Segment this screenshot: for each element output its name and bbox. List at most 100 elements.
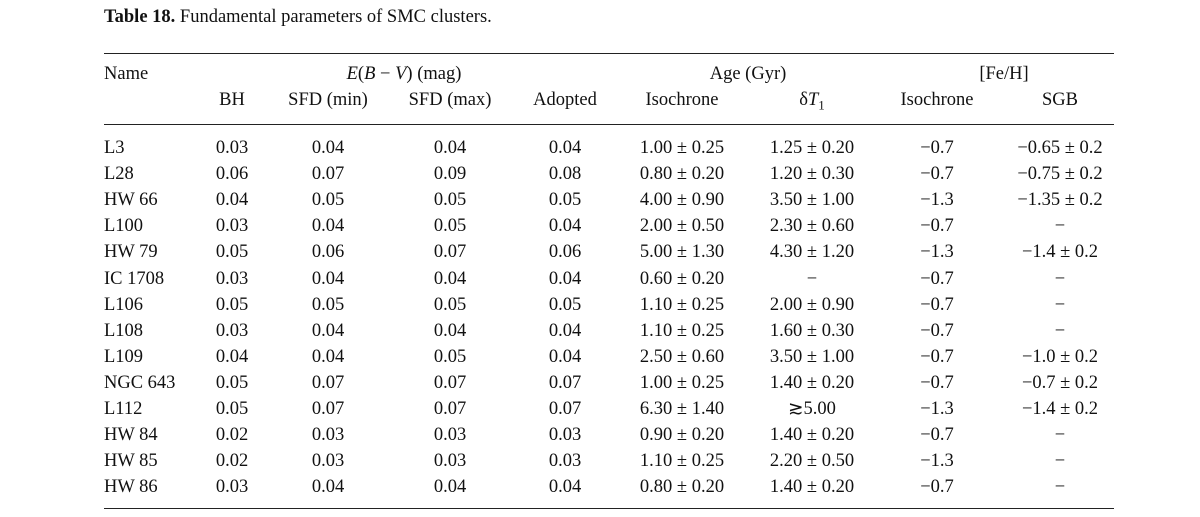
table-cell: 1.20 ± 0.30 [769, 164, 855, 185]
table-cell: 0.04 [433, 320, 467, 341]
table-cell: −1.4 ± 0.2 [1021, 399, 1099, 419]
table-cell: 0.04 [548, 320, 582, 341]
table-cell: 0.05 [311, 190, 345, 211]
table-cell: 0.04 [215, 190, 249, 211]
table-cell: 2.50 ± 0.60 [639, 346, 725, 367]
table-cell: − [1054, 216, 1066, 237]
table-cell: 0.09 [433, 164, 467, 185]
table-cell: −1.35 ± 0.2 [1017, 190, 1103, 211]
table-cell: ≳5.00 [788, 399, 836, 419]
table-cell: 0.05 [433, 216, 467, 237]
table-cell: 0.04 [311, 138, 345, 158]
table-cell: 0.04 [433, 477, 467, 498]
table-cell: 6.30 ± 1.40 [639, 399, 725, 419]
table-cell: 0.04 [548, 138, 582, 158]
cluster-name-cell: L108 [104, 320, 144, 341]
table-cell: − [1054, 268, 1066, 289]
table-cell: 0.04 [311, 268, 345, 289]
table-cell: −0.65 ± 0.2 [1017, 138, 1103, 158]
table-cell: − [1054, 425, 1066, 446]
top-rule [104, 53, 1114, 54]
table-cell: −0.7 ± 0.2 [1021, 372, 1099, 393]
table-cell: 0.08 [548, 164, 582, 185]
header-name: Name [104, 64, 149, 84]
table-cell: 0.07 [548, 399, 582, 419]
table-cell: 0.04 [548, 477, 582, 498]
table-cell: 1.60 ± 0.30 [769, 320, 855, 341]
cluster-name-cell: L100 [104, 216, 144, 237]
table-cell: 0.05 [433, 190, 467, 211]
table-cell: −0.7 [920, 216, 954, 237]
table-cell: 1.00 ± 0.25 [639, 372, 725, 393]
table-cell: 2.00 ± 0.90 [769, 294, 855, 315]
column-header: Isochrone [900, 90, 974, 110]
table-cell: − [1054, 294, 1066, 315]
table-cell: − [1054, 451, 1066, 472]
table-cell: −1.0 ± 0.2 [1021, 346, 1099, 367]
table-cell: −0.7 [920, 477, 954, 498]
caption-label: Table 18. [104, 7, 176, 27]
table-cell: −0.7 [920, 320, 954, 341]
column-header: δT1 [799, 90, 825, 113]
table-cell: 0.05 [548, 190, 582, 211]
table-cell: 0.06 [548, 242, 582, 263]
cluster-name-cell: L28 [104, 164, 134, 185]
header-rule [104, 124, 1114, 125]
table-cell: 2.20 ± 0.50 [769, 451, 855, 472]
table-cell: 1.25 ± 0.20 [769, 138, 855, 158]
table-cell: −0.75 ± 0.2 [1017, 164, 1103, 185]
table-cell: −0.7 [920, 268, 954, 289]
table-cell: 4.00 ± 0.90 [639, 190, 725, 211]
column-header: SGB [1042, 90, 1078, 110]
table-cell: 0.03 [433, 451, 467, 472]
table-cell: 3.50 ± 1.00 [769, 346, 855, 367]
table-cell: 0.03 [548, 425, 582, 446]
table-cell: 0.04 [311, 346, 345, 367]
table-cell: 0.05 [215, 242, 249, 263]
header-ebv-group: E(B − V) (mag) [346, 64, 462, 84]
table-cell: 0.03 [433, 425, 467, 446]
header-feh-group: [Fe/H] [979, 64, 1029, 84]
table-cell: −1.3 [920, 399, 954, 419]
table-cell: 1.10 ± 0.25 [639, 294, 725, 315]
table-cell: 0.04 [548, 216, 582, 237]
cluster-name-cell: HW 66 [104, 190, 158, 211]
table-cell: 1.00 ± 0.25 [639, 138, 725, 158]
table-cell: 0.04 [548, 268, 582, 289]
table-cell: −0.7 [920, 372, 954, 393]
table-cell: 0.07 [433, 242, 467, 263]
table-cell: − [1054, 320, 1066, 341]
table-cell: 0.06 [215, 164, 249, 185]
table-cell: 0.05 [215, 372, 249, 393]
table-cell: 0.04 [311, 320, 345, 341]
table-cell: 0.03 [548, 451, 582, 472]
table-cell: 0.07 [548, 372, 582, 393]
table-cell: 0.03 [311, 425, 345, 446]
table-cell: 0.07 [311, 372, 345, 393]
table-cell: 0.05 [433, 294, 467, 315]
table-cell: 0.60 ± 0.20 [639, 268, 725, 289]
column-header: SFD (min) [288, 90, 368, 110]
table-cell: 1.40 ± 0.20 [769, 425, 855, 446]
table-cell: 3.50 ± 1.00 [769, 190, 855, 211]
table-cell: 5.00 ± 1.30 [639, 242, 725, 263]
table-cell: 0.03 [215, 320, 249, 341]
caption-text: Fundamental parameters of SMC clusters. [179, 7, 492, 27]
cluster-name-cell: HW 79 [104, 242, 158, 263]
table-cell: 0.02 [215, 451, 249, 472]
table-cell: 0.05 [311, 294, 345, 315]
cluster-name-cell: IC 1708 [104, 268, 165, 289]
table-cell: 2.00 ± 0.50 [639, 216, 725, 237]
cluster-name-cell: L112 [104, 399, 143, 419]
table-cell: 0.07 [311, 164, 345, 185]
table-cell: 0.07 [433, 399, 467, 419]
bottom-rule [104, 508, 1114, 509]
table-cell: 0.04 [548, 346, 582, 367]
table-cell: 0.02 [215, 425, 249, 446]
column-header: BH [219, 90, 245, 110]
table-cell: 4.30 ± 1.20 [769, 242, 855, 263]
column-header: SFD (max) [408, 90, 492, 110]
table-cell: 0.04 [311, 477, 345, 498]
column-header: Isochrone [645, 90, 719, 110]
table-cell: 1.10 ± 0.25 [639, 451, 725, 472]
